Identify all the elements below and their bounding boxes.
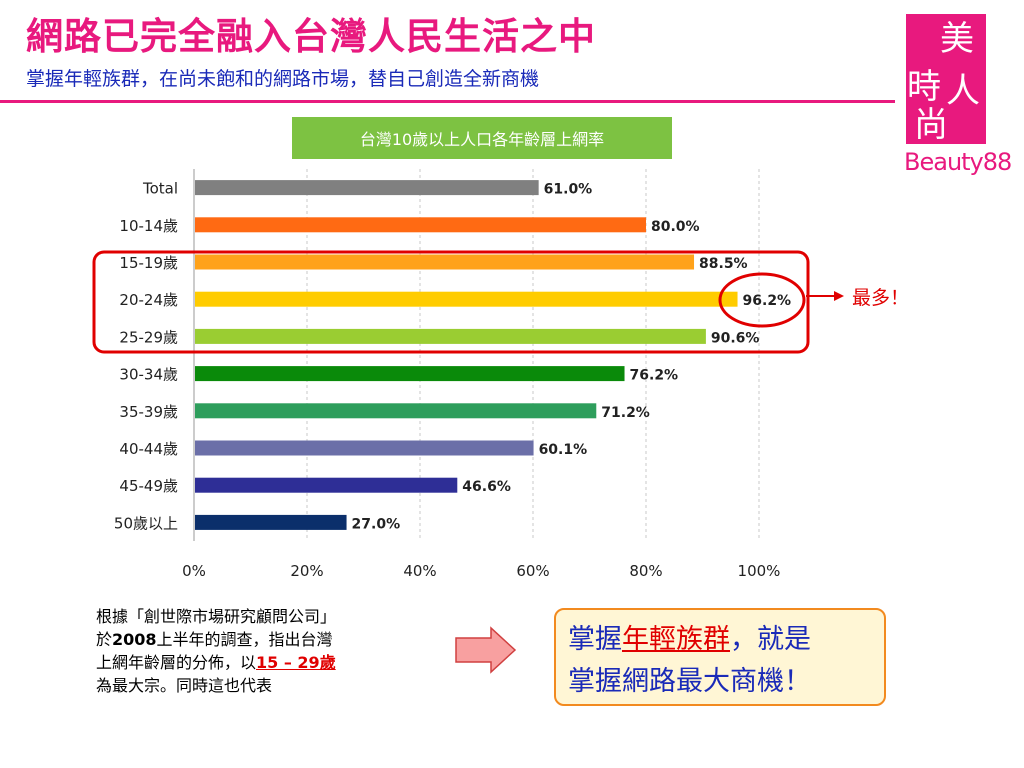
- bar: [195, 440, 534, 456]
- note-year: 2008: [112, 630, 157, 649]
- x-tick-label: 60%: [516, 562, 549, 580]
- source-note: 根據「創世際市場研究顧問公司」 於2008上半年的調查，指出台灣 上網年齡層的分…: [96, 605, 436, 697]
- value-label: 96.2%: [743, 293, 792, 309]
- key-message-line-2: 掌握網路最大商機！: [568, 666, 811, 697]
- logo-glyph-4: 人: [946, 71, 980, 111]
- brand-logo-mark: 時 美 尚 人: [907, 19, 980, 145]
- usage-bar-chart: 台灣10歲以上人口各年齡層上網率 0% 20% 40% 60% 80% 100% Total 6…: [114, 117, 792, 580]
- bar: [195, 328, 706, 344]
- x-tick-label: 80%: [629, 562, 662, 580]
- category-label: 15-19歲: [119, 254, 178, 272]
- note-line-4: 為最大宗。同時這也代表: [96, 676, 273, 695]
- x-tick-label: 20%: [290, 562, 323, 580]
- bar: [195, 477, 458, 493]
- key-message-post: ，就是: [730, 624, 811, 655]
- category-label: 10-14歲: [119, 217, 178, 235]
- category-label: 45-49歲: [119, 477, 178, 495]
- note-line-2: 於2008上半年的調查，指出台灣: [96, 628, 436, 651]
- note-line-3: 上網年齡層的分佈，以15 – 29歲: [96, 651, 436, 674]
- value-label: 60.1%: [539, 442, 588, 458]
- x-tick-label: 100%: [738, 562, 781, 580]
- bar: [195, 217, 646, 233]
- category-label: 20-24歲: [119, 291, 178, 309]
- bar: [195, 254, 695, 270]
- page-subtitle: 掌握年輕族群，在尚未飽和的網路市場，替自己創造全新商機: [26, 68, 540, 90]
- note-line-1: 根據「創世際市場研究顧問公司」: [96, 607, 337, 626]
- logo-glyph-3: 尚: [914, 105, 948, 144]
- max-value-circle: [718, 272, 806, 328]
- category-label: 50歲以上: [114, 514, 178, 532]
- right-arrow-icon: [455, 626, 517, 674]
- page-title: 網路已完全融入台灣人民生活之中: [26, 15, 596, 58]
- value-label: 80.0%: [651, 219, 700, 235]
- logo-glyph-2: 美: [940, 19, 974, 59]
- callout-arrow-head: [834, 291, 844, 301]
- value-label: 90.6%: [711, 330, 760, 346]
- key-message-highlight: 年輕族群: [622, 624, 730, 655]
- value-label: 71.2%: [601, 405, 650, 421]
- category-label: Total: [142, 180, 178, 198]
- chart-title-banner: [292, 117, 672, 159]
- x-tick-label: 0%: [182, 562, 206, 580]
- x-tick-label: 40%: [403, 562, 436, 580]
- category-label: 25-29歲: [119, 328, 178, 346]
- value-label: 61.0%: [544, 182, 593, 198]
- bar: [195, 366, 625, 382]
- max-callout-label: 最多！: [852, 287, 910, 309]
- note-line-2-post: 上半年的調查，指出台灣: [156, 630, 333, 649]
- category-label: 40-44歲: [119, 440, 178, 458]
- note-line-2-pre: 於: [96, 630, 113, 649]
- value-label: 46.6%: [462, 479, 511, 495]
- note-age-range: 15 – 29歲: [256, 653, 336, 672]
- note-line-3-pre: 上網年齡層的分佈，以: [96, 653, 257, 672]
- key-message-line-1: 掌握年輕族群，就是: [568, 619, 874, 661]
- value-label: 76.2%: [630, 368, 679, 384]
- brand-logo: 時 美 尚 人: [906, 14, 986, 145]
- category-label: 30-34歲: [119, 366, 178, 384]
- bar: [195, 291, 738, 307]
- usage-chart: 台灣10歲以上人口各年齡層上網率 0% 20% 40% 60% 80% 100% Total 6…: [86, 111, 810, 588]
- title-divider: [0, 100, 895, 103]
- category-label: 35-39歲: [119, 403, 178, 421]
- value-label: 27.0%: [352, 516, 401, 532]
- highlight-group-frame: [92, 250, 810, 354]
- chart-title: 台灣10歲以上人口各年齡層上網率: [360, 130, 604, 149]
- logo-glyph-1: 時: [907, 67, 941, 107]
- bar: [195, 180, 539, 196]
- bar: [195, 403, 597, 419]
- key-message-box: 掌握年輕族群，就是 掌握網路最大商機！: [554, 608, 886, 706]
- brand-name: Beauty88: [904, 148, 1012, 176]
- value-label: 88.5%: [699, 256, 748, 272]
- bar: [195, 514, 347, 530]
- key-message-pre: 掌握: [568, 624, 622, 655]
